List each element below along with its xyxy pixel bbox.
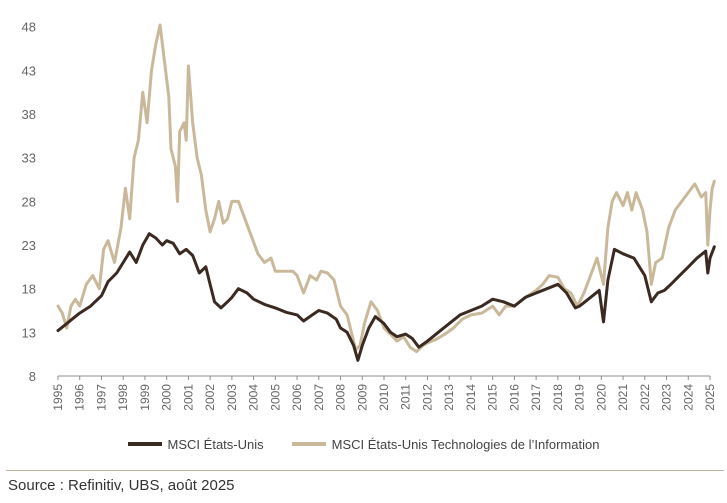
- x-tick-label: 2019: [573, 384, 587, 411]
- x-tick-label: 1996: [73, 384, 87, 411]
- x-tick-label: 2006: [290, 384, 304, 411]
- y-tick-label: 8: [29, 369, 36, 384]
- x-tick-label: 2018: [551, 384, 565, 411]
- y-tick-label: 43: [22, 63, 36, 78]
- x-tick-label: 2024: [681, 384, 695, 411]
- series-line-msci-us-it: [56, 23, 716, 354]
- x-tick-label: 2002: [203, 384, 217, 411]
- line-chart: 8 13 18 23 28 33 38 43 48 1995 1996 1997 1998 1999 20…: [22, 20, 717, 411]
- x-tick-label: 2001: [181, 384, 195, 411]
- chart-series: [56, 23, 716, 362]
- y-tick-label: 18: [22, 282, 36, 297]
- x-tick-label: 2012: [420, 384, 434, 411]
- x-axis: 1995 1996 1997 1998 1999 2000 2001 2002 2003 2004…: [51, 375, 717, 411]
- x-tick-label: 2022: [638, 384, 652, 411]
- y-tick-label: 33: [22, 151, 36, 166]
- chart-legend: MSCI États-Unis MSCI États-Unis Technolo…: [0, 433, 727, 455]
- y-tick-label: 28: [22, 194, 36, 209]
- legend-item-msci-us: MSCI États-Unis: [127, 436, 264, 452]
- x-tick-label: 1995: [51, 384, 65, 411]
- y-axis: 8 13 18 23 28 33 38 43 48: [22, 20, 36, 384]
- x-tick-label: 2013: [442, 384, 456, 411]
- x-tick-label: 2016: [507, 384, 521, 411]
- x-tick-label: 2003: [225, 384, 239, 411]
- x-tick-label: 2004: [247, 384, 261, 411]
- legend-label-msci-us: MSCI États-Unis: [167, 436, 264, 452]
- x-tick-label: 2011: [399, 384, 413, 410]
- series-line-msci-us: [56, 232, 716, 362]
- x-tick-label: 2025: [703, 384, 717, 411]
- x-tick-label: 1997: [94, 384, 108, 411]
- x-tick-label: 1998: [116, 384, 130, 411]
- y-tick-label: 13: [22, 325, 36, 340]
- x-tick-label: 1999: [138, 384, 152, 411]
- y-tick-label: 48: [22, 20, 36, 35]
- x-tick-label: 2023: [660, 384, 674, 411]
- x-tick-label: 2015: [486, 384, 500, 411]
- legend-label-msci-us-it: MSCI États-Unis Technologies de l’Inform…: [331, 436, 600, 452]
- x-tick-label: 2009: [355, 384, 369, 411]
- legend-item-msci-us-it: MSCI États-Unis Technologies de l’Inform…: [291, 436, 600, 452]
- source-note: Source : Refinitiv, UBS, août 2025: [8, 477, 235, 494]
- y-tick-label: 38: [22, 107, 36, 122]
- x-tick-label: 2008: [334, 384, 348, 411]
- y-tick-label: 23: [22, 238, 36, 253]
- x-tick-label: 2000: [160, 384, 174, 411]
- x-tick-label: 2005: [268, 384, 282, 411]
- x-tick-label: 2020: [594, 384, 608, 411]
- legend-swatch-msci-us-it: [291, 442, 326, 446]
- source-divider: [6, 470, 724, 471]
- x-tick-label: 2007: [312, 384, 326, 411]
- x-tick-label: 2014: [464, 384, 478, 411]
- x-tick-label: 2010: [377, 384, 391, 411]
- legend-swatch-msci-us: [127, 442, 162, 446]
- x-tick-label: 2017: [529, 384, 543, 411]
- x-tick-label: 2021: [616, 384, 630, 411]
